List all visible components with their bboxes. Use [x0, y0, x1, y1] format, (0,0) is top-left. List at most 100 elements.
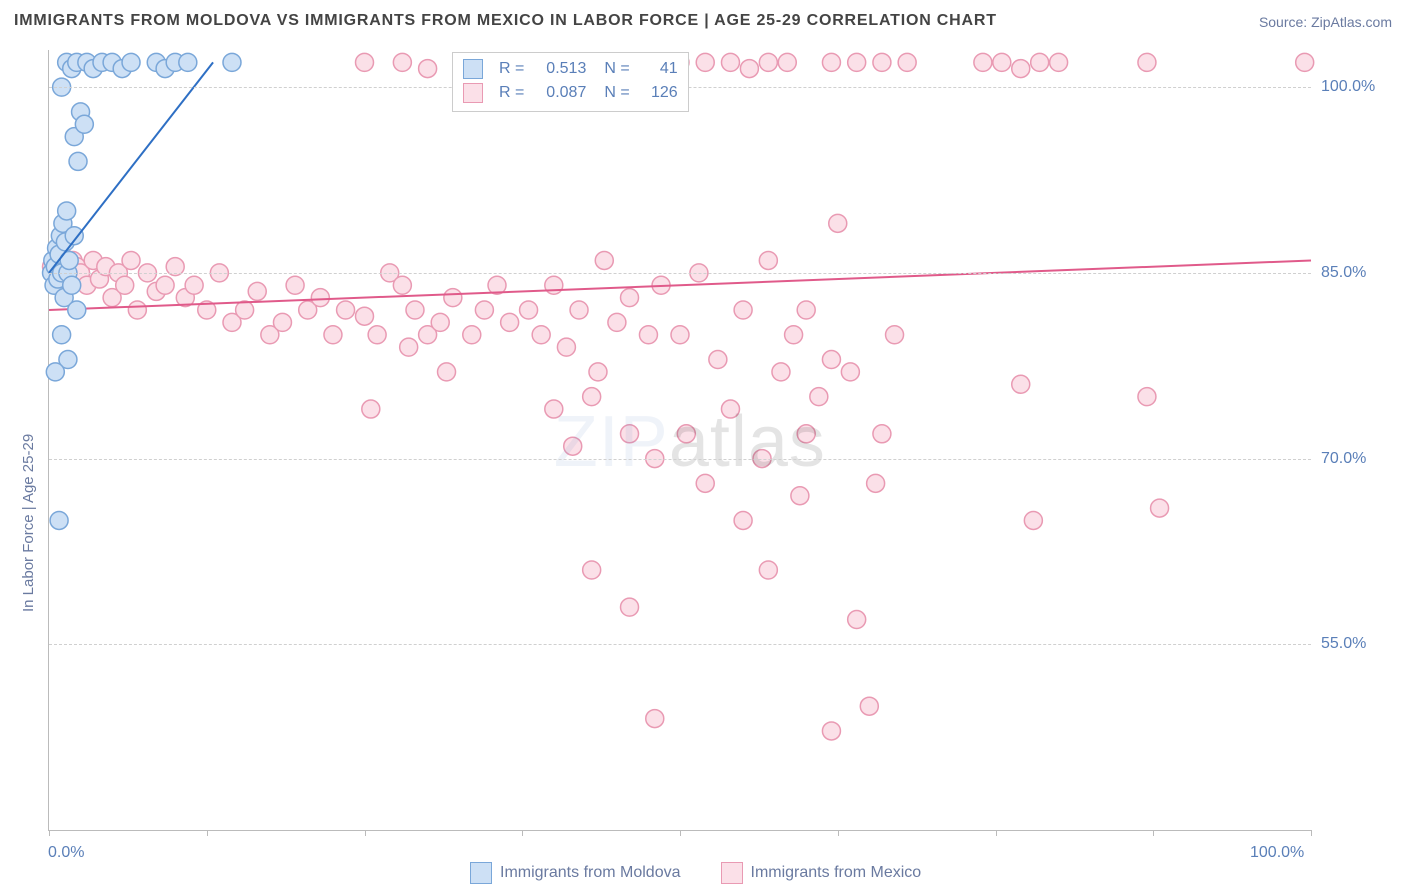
mexico-point — [778, 53, 796, 71]
mexico-point — [444, 289, 462, 307]
mexico-point — [740, 60, 758, 78]
stat-r-value: 0.513 — [532, 57, 586, 81]
stat-n-value: 126 — [638, 81, 678, 105]
mexico-point — [545, 400, 563, 418]
legend-swatch-moldova — [470, 862, 492, 884]
stat-n-label: N = — [604, 81, 629, 105]
mexico-point — [1012, 375, 1030, 393]
legend-item-mexico: Immigrants from Mexico — [721, 862, 922, 884]
mexico-point — [759, 251, 777, 269]
x-tick — [1311, 830, 1312, 836]
mexico-point — [362, 400, 380, 418]
x-tick — [838, 830, 839, 836]
mexico-point — [156, 276, 174, 294]
mexico-point — [570, 301, 588, 319]
x-tick-label: 0.0% — [48, 844, 84, 862]
legend-swatch-mexico — [721, 862, 743, 884]
moldova-point — [53, 326, 71, 344]
x-tick — [680, 830, 681, 836]
y-tick-label: 85.0% — [1321, 264, 1391, 282]
mexico-point — [337, 301, 355, 319]
mexico-point — [356, 53, 374, 71]
mexico-point — [324, 326, 342, 344]
mexico-point — [356, 307, 374, 325]
mexico-point — [583, 561, 601, 579]
mexico-point — [621, 289, 639, 307]
stat-r-label: R = — [499, 57, 524, 81]
moldova-point — [68, 301, 86, 319]
moldova-point — [58, 202, 76, 220]
mexico-point — [564, 437, 582, 455]
legend-item-moldova: Immigrants from Moldova — [470, 862, 681, 884]
mexico-point — [721, 53, 739, 71]
mexico-point — [122, 251, 140, 269]
mexico-point — [759, 53, 777, 71]
mexico-point — [841, 363, 859, 381]
mexico-point — [898, 53, 916, 71]
mexico-point — [829, 214, 847, 232]
source-label: Source: ZipAtlas.com — [1259, 14, 1392, 30]
mexico-point — [463, 326, 481, 344]
mexico-point — [406, 301, 424, 319]
y-tick-label: 55.0% — [1321, 635, 1391, 653]
mexico-point — [393, 276, 411, 294]
mexico-point — [860, 697, 878, 715]
mexico-point — [785, 326, 803, 344]
legend-swatch-mexico — [463, 83, 483, 103]
plot-svg — [49, 50, 1311, 830]
plot-area: ZIPatlas 55.0%70.0%85.0%100.0% — [48, 50, 1311, 831]
moldova-point — [46, 363, 64, 381]
y-tick-label: 70.0% — [1321, 450, 1391, 468]
mexico-point — [873, 425, 891, 443]
mexico-point — [621, 598, 639, 616]
stat-n-value: 41 — [638, 57, 678, 81]
mexico-point — [974, 53, 992, 71]
mexico-point — [311, 289, 329, 307]
mexico-point — [557, 338, 575, 356]
x-tick — [49, 830, 50, 836]
mexico-point — [867, 474, 885, 492]
mexico-point — [438, 363, 456, 381]
mexico-point — [1024, 511, 1042, 529]
mexico-point — [791, 487, 809, 505]
mexico-point — [1050, 53, 1068, 71]
mexico-point — [810, 388, 828, 406]
moldova-point — [179, 53, 197, 71]
mexico-point — [1012, 60, 1030, 78]
mexico-point — [595, 251, 613, 269]
chart-container: IMMIGRANTS FROM MOLDOVA VS IMMIGRANTS FR… — [0, 0, 1406, 892]
stat-r-value: 0.087 — [532, 81, 586, 105]
mexico-point — [286, 276, 304, 294]
y-axis-label: In Labor Force | Age 25-29 — [20, 433, 37, 611]
mexico-point — [1031, 53, 1049, 71]
mexico-point — [759, 561, 777, 579]
mexico-point — [248, 282, 266, 300]
mexico-point — [1296, 53, 1314, 71]
mexico-point — [822, 722, 840, 740]
stat-r-label: R = — [499, 81, 524, 105]
moldova-point — [50, 511, 68, 529]
mexico-point — [848, 611, 866, 629]
mexico-point — [671, 326, 689, 344]
moldova-point — [223, 53, 241, 71]
x-tick — [522, 830, 523, 836]
mexico-point — [677, 425, 695, 443]
stats-row-moldova: R = 0.513 N = 41 — [463, 57, 678, 81]
mexico-point — [772, 363, 790, 381]
mexico-point — [873, 53, 891, 71]
correlation-stats-box: R = 0.513 N = 41 R = 0.087 N = 126 — [452, 52, 689, 112]
mexico-point — [608, 313, 626, 331]
mexico-point — [128, 301, 146, 319]
x-tick — [1153, 830, 1154, 836]
x-tick — [365, 830, 366, 836]
mexico-point — [639, 326, 657, 344]
stat-n-label: N = — [604, 57, 629, 81]
mexico-point — [621, 425, 639, 443]
mexico-point — [419, 60, 437, 78]
legend: Immigrants from Moldova Immigrants from M… — [470, 862, 921, 884]
mexico-point — [501, 313, 519, 331]
mexico-point — [797, 425, 815, 443]
mexico-point — [1138, 388, 1156, 406]
mexico-point — [393, 53, 411, 71]
mexico-point — [400, 338, 418, 356]
